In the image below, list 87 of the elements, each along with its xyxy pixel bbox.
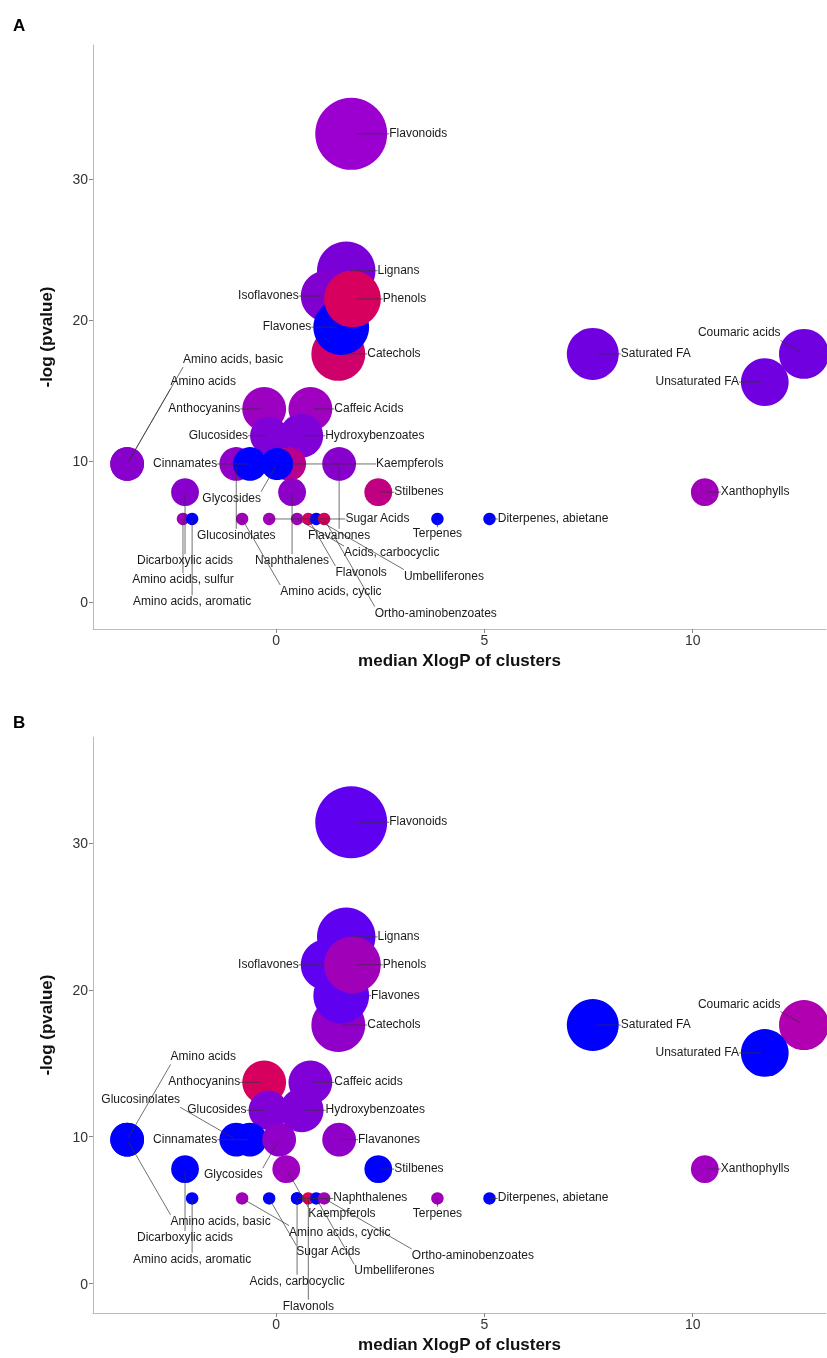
- annotation: Flavones: [262, 319, 312, 334]
- annotation: Lignans: [377, 928, 420, 943]
- annotation: Amino acids, basic: [183, 352, 284, 367]
- x-axis-title: median XlogP of clusters: [358, 1335, 561, 1354]
- y-tick-label: 0: [80, 594, 89, 611]
- y-axis-title: -log (pvalue): [37, 974, 56, 1076]
- annotation: Stilbenes: [394, 1161, 444, 1176]
- annotation: Phenols: [382, 956, 427, 971]
- annotation: Saturated FA: [620, 345, 691, 360]
- x-tick-label: 5: [480, 632, 489, 648]
- annotation: Unsaturated FA: [655, 374, 739, 389]
- annotation: Kaempferols: [376, 455, 444, 470]
- annotation: Naphthalenes: [333, 1190, 408, 1205]
- annotation: Amino acids, aromatic: [133, 594, 252, 609]
- annotation: Xanthophylls: [720, 484, 790, 499]
- annotation: Glycosides: [202, 490, 262, 505]
- x-tick-label: 10: [684, 1316, 701, 1333]
- annotation: Flavanones: [308, 527, 371, 542]
- y-tick-label: 30: [72, 171, 89, 188]
- annotation: Coumaric acids: [697, 325, 781, 340]
- annotation: Caffeic Acids: [334, 400, 404, 415]
- annotation: Xanthophylls: [720, 1161, 790, 1176]
- y-tick-label: 10: [72, 453, 89, 470]
- annotation: Amino acids: [170, 373, 236, 388]
- annotation: Flavanones: [358, 1131, 421, 1146]
- annotation: Cinnamates: [153, 1131, 218, 1146]
- annotation: Umbelliferones: [354, 1263, 435, 1278]
- annotation: Amino acids: [170, 1049, 236, 1064]
- annotation: Glucosinolates: [196, 527, 276, 542]
- annotation: Terpenes: [412, 1205, 463, 1220]
- annotation: Acids, carbocyclic: [249, 1273, 345, 1288]
- annotation: Ortho-aminobenzoates: [411, 1248, 534, 1263]
- annotation: Flavones: [371, 987, 420, 1002]
- annotation: Unsaturated FA: [655, 1044, 739, 1059]
- annotation: Catechols: [367, 345, 421, 360]
- annotation: Amino acids, sulfur: [132, 572, 234, 587]
- x-tick-label: 0: [272, 1316, 281, 1333]
- chart-title: A: [13, 16, 26, 35]
- x-tick-label: 0: [272, 632, 281, 648]
- annotation: Glucosides: [187, 1102, 247, 1117]
- annotation: Flavonols: [335, 564, 387, 579]
- annotation: Umbelliferones: [403, 568, 484, 583]
- annotation: Catechols: [367, 1017, 421, 1032]
- annotation: Sugar Acids: [296, 1244, 361, 1259]
- annotation: Caffeic acids: [334, 1074, 403, 1089]
- x-tick-label: 10: [684, 632, 701, 648]
- annotation: Flavonoids: [389, 814, 448, 829]
- annotation: Anthocyanins: [168, 1074, 241, 1089]
- annotation: Kaempferols: [308, 1206, 376, 1221]
- annotation: Diterpenes, abietane: [497, 1190, 609, 1205]
- annotation: Glycosides: [204, 1167, 263, 1182]
- annotation: Isoflavones: [238, 288, 299, 303]
- annotation: Amino acids, basic: [170, 1213, 271, 1228]
- annotation: Hydroxybenzoates: [325, 1102, 425, 1117]
- y-axis-title: -log (pvalue): [37, 286, 56, 388]
- annotation: Ortho-aminobenzoates: [374, 605, 497, 620]
- annotation: Hydroxybenzoates: [325, 427, 425, 442]
- annotation: Acids, carbocyclic: [344, 545, 440, 560]
- annotation: Amino acids, cyclic: [289, 1224, 391, 1239]
- annotation: Diterpenes, abietane: [497, 510, 609, 525]
- annotation: Coumaric acids: [697, 996, 781, 1011]
- annotation: Glucosides: [188, 427, 249, 442]
- annotation: Amino acids, cyclic: [280, 583, 382, 598]
- y-tick-label: 0: [80, 1275, 89, 1292]
- annotation: Stilbenes: [394, 484, 444, 499]
- y-tick-label: 30: [72, 834, 89, 851]
- annotation: Anthocyanins: [168, 400, 241, 415]
- annotation: Sugar Acids: [345, 510, 410, 525]
- y-tick-label: 20: [72, 312, 89, 329]
- annotation: Flavonoids: [389, 125, 448, 140]
- x-axis-title: median XlogP of clusters: [358, 650, 561, 670]
- annotation: Amino acids, aromatic: [133, 1251, 252, 1266]
- x-tick-label: 5: [480, 1316, 489, 1333]
- annotation: Phenols: [382, 290, 427, 305]
- chart-title: B: [13, 713, 26, 732]
- y-tick-label: 20: [72, 981, 89, 998]
- y-tick-label: 10: [72, 1128, 89, 1145]
- annotation: Saturated FA: [620, 1017, 691, 1032]
- annotation: Terpenes: [412, 526, 463, 541]
- annotation: Naphthalenes: [255, 553, 330, 568]
- annotation: Cinnamates: [153, 455, 218, 470]
- annotation: Isoflavones: [238, 956, 299, 971]
- annotation: Dicarboxylic acids: [137, 1230, 234, 1245]
- annotation: Lignans: [377, 262, 420, 277]
- annotation: Dicarboxylic acids: [137, 553, 234, 568]
- annotation: Flavonols: [282, 1298, 334, 1313]
- annotation: Glucosinolates: [101, 1092, 181, 1107]
